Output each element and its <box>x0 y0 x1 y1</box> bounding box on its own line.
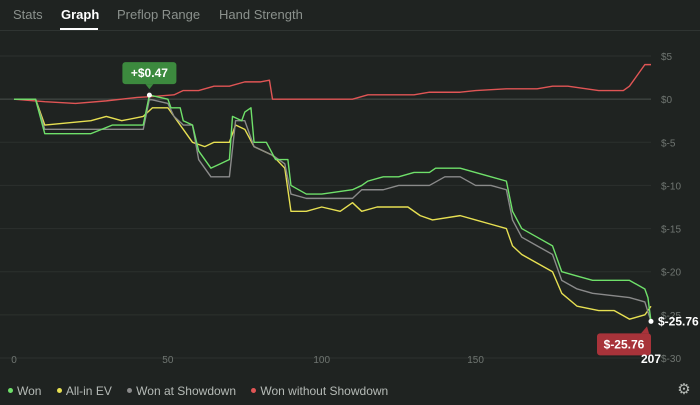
peak-badge-label: +$0.47 <box>131 66 168 80</box>
tab-stats[interactable]: Stats <box>13 7 43 22</box>
x-end-label: 207 <box>641 352 661 366</box>
no-showdown-dot-icon <box>251 388 257 394</box>
peak-badge: +$0.47 <box>122 62 177 98</box>
legend-allin-ev[interactable]: All-in EV <box>56 384 112 398</box>
legend-won-without-showdown[interactable]: Won without Showdown <box>251 384 388 398</box>
chart-grid <box>0 55 651 359</box>
y-tick-label: $-30 <box>661 354 681 365</box>
won-dot-icon <box>8 388 13 394</box>
series-line-all-in-ev <box>14 98 652 320</box>
x-tick-label: 0 <box>11 355 17 366</box>
series-line-won-at-showdown <box>14 98 652 322</box>
legend: Won All-in EV Won at Showdown Won withou… <box>8 384 400 400</box>
x-tick-label: 100 <box>313 355 330 366</box>
tab-preflop-range[interactable]: Preflop Range <box>117 7 201 22</box>
y-tick-label: $-20 <box>661 268 681 279</box>
y-tick-label: $-10 <box>661 181 681 192</box>
final-badge-label: $-25.76 <box>604 337 645 351</box>
y-tick-label: $-15 <box>661 225 681 236</box>
legend-won[interactable]: Won <box>8 384 41 398</box>
x-tick-label: 50 <box>162 355 174 366</box>
x-tick-label: 150 <box>467 355 484 366</box>
final-value-label: $-25.76 <box>658 314 699 328</box>
series-line-won <box>14 94 652 322</box>
y-tick-label: $-5 <box>661 138 676 149</box>
badges: +$0.47 $-25.76 $-25.76 <box>122 62 699 356</box>
allin-ev-dot-icon <box>56 388 62 394</box>
y-tick-label: $0 <box>661 95 673 106</box>
showdown-dot-icon <box>127 388 133 394</box>
series-lines <box>13 63 652 322</box>
profit-graph[interactable]: $5 $0 $-5 $-10 $-15 $-20 $-25 $-30 0 50 100 150 +$… <box>0 36 700 376</box>
y-tick-label: $5 <box>661 52 673 63</box>
active-tab-indicator <box>60 28 98 30</box>
final-badge: $-25.76 $-25.76 <box>597 314 699 356</box>
y-axis: $5 $0 $-5 $-10 $-15 $-20 $-25 $-30 <box>661 52 681 365</box>
tab-graph[interactable]: Graph <box>61 7 100 22</box>
gear-icon[interactable]: ⚙ <box>677 381 691 398</box>
tab-bar: Stats Graph Preflop Range Hand Strength <box>0 0 700 31</box>
y-tick-label: $-25 <box>661 311 681 322</box>
legend-won-at-showdown[interactable]: Won at Showdown <box>127 384 236 398</box>
series-line-won-without-showdown <box>13 63 651 105</box>
tab-hand-strength[interactable]: Hand Strength <box>219 7 303 22</box>
x-axis: 0 50 100 150 <box>11 355 484 366</box>
